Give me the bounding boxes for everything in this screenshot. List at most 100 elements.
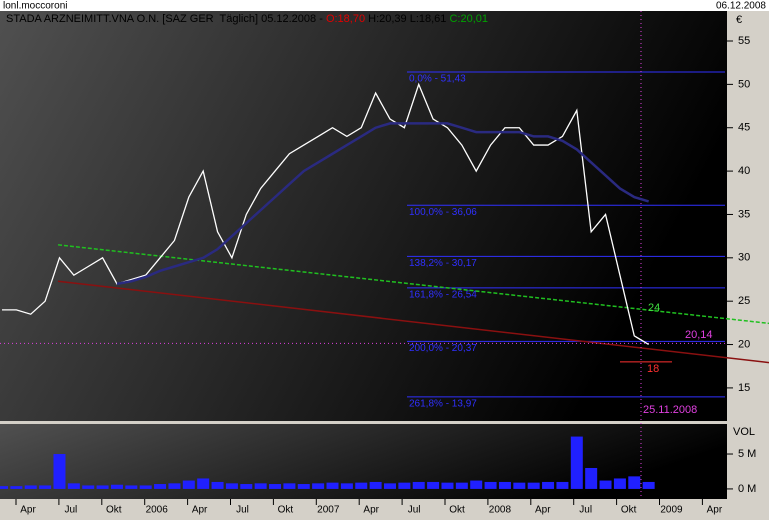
volume-bar xyxy=(53,454,66,489)
x-tick-label: Okt xyxy=(106,505,122,516)
fib-label: 0,0% - 51,43 xyxy=(409,74,466,85)
fib-label: 138,2% - 30,17 xyxy=(409,258,477,269)
y-tick-label: 45 xyxy=(738,122,750,134)
fib-label: 261,8% - 13,97 xyxy=(409,398,477,409)
volume-bar xyxy=(24,485,37,489)
volume-bar xyxy=(10,486,23,489)
volume-bar xyxy=(513,482,526,489)
fib-label: 100,0% - 36,06 xyxy=(409,207,477,218)
annotation: 20,14 xyxy=(685,329,713,341)
y-unit: € xyxy=(736,14,742,26)
y-tick-label: 50 xyxy=(738,78,750,90)
y-tick-label: 30 xyxy=(738,252,750,264)
volume-bar xyxy=(96,485,109,489)
y-unit: VOL xyxy=(733,426,755,438)
volume-bar xyxy=(326,482,339,489)
volume-bar xyxy=(297,484,310,489)
volume-bar xyxy=(613,478,626,489)
volume-bar xyxy=(154,484,167,489)
volume-bar xyxy=(211,481,224,489)
volume-bar xyxy=(642,481,655,489)
volume-bar xyxy=(39,485,52,489)
moving-average xyxy=(116,122,650,286)
price-panel xyxy=(0,11,727,421)
volume-bar xyxy=(556,481,569,489)
volume-bar xyxy=(225,483,238,489)
annotation: 24 xyxy=(648,302,660,314)
volume-bar xyxy=(542,481,555,489)
volume-bar xyxy=(427,481,440,489)
volume-bar xyxy=(283,483,296,489)
x-tick-label: Jul xyxy=(408,505,421,516)
y-tick-label: 15 xyxy=(738,382,750,394)
volume-bar xyxy=(82,485,95,489)
volume-bar xyxy=(470,480,483,489)
x-tick-label: Okt xyxy=(621,505,637,516)
x-tick-label: Apr xyxy=(535,505,551,516)
x-tick-label: Apr xyxy=(20,505,36,516)
volume-bar xyxy=(254,483,267,489)
volume-bar xyxy=(269,484,282,489)
y-tick-label: 5 M xyxy=(738,448,756,460)
volume-bar xyxy=(182,480,195,489)
trend-line xyxy=(57,244,769,325)
volume-bar xyxy=(498,481,511,489)
volume-bar xyxy=(383,483,396,489)
volume-bar xyxy=(355,482,368,489)
volume-bar xyxy=(585,467,598,489)
volume-bar xyxy=(110,484,123,489)
volume-bar xyxy=(340,483,353,489)
volume-bar xyxy=(312,483,325,489)
user: lonl.moccoroni xyxy=(3,1,67,12)
annotation: 25.11.2008 xyxy=(643,404,697,416)
volume-bar xyxy=(139,485,152,489)
y-tick-label: 25 xyxy=(738,295,750,307)
volume-bar xyxy=(599,480,612,489)
y-tick-label: 35 xyxy=(738,208,750,220)
volume-bar xyxy=(369,481,382,489)
x-tick-label: 2006 xyxy=(146,505,169,516)
top-bar xyxy=(0,0,769,11)
x-tick-label: Jul xyxy=(65,505,78,516)
volume-bar xyxy=(628,476,641,489)
x-tick-label: Jul xyxy=(579,505,592,516)
volume-bar xyxy=(441,482,454,489)
y-tick-label: 20 xyxy=(738,338,750,350)
volume-bar xyxy=(455,482,468,489)
y-tick-label: 55 xyxy=(738,35,750,47)
date: 06.12.2008 xyxy=(716,1,766,12)
fib-label: 200,0% - 20,37 xyxy=(409,343,477,354)
title-part: H:20,39 L:18,61 xyxy=(365,13,449,25)
chart-title: STADA ARZNEIMITT.VNA O.N. [SAZ GER Tägli… xyxy=(6,13,488,25)
x-tick-label: Apr xyxy=(192,505,208,516)
volume-bar xyxy=(570,436,583,489)
trend-line xyxy=(57,280,769,364)
volume-bar xyxy=(197,478,210,489)
volume-bar xyxy=(484,481,497,489)
volume-bar xyxy=(527,482,540,489)
title-part: C:20,01 xyxy=(449,13,488,25)
x-tick-label: 2009 xyxy=(660,505,683,516)
volume-bar xyxy=(125,485,138,489)
y-tick-label: 40 xyxy=(738,165,750,177)
x-tick-label: Apr xyxy=(363,505,379,516)
volume-bar xyxy=(67,483,80,489)
price-line xyxy=(2,82,649,346)
x-tick-label: Okt xyxy=(278,505,294,516)
x-tick-label: 2008 xyxy=(489,505,512,516)
volume-bar xyxy=(412,481,425,489)
x-tick-label: Jul xyxy=(236,505,249,516)
volume-bar xyxy=(398,482,411,489)
volume-bar xyxy=(0,486,8,489)
title-part: O:18,70 xyxy=(326,13,365,25)
x-tick-label: Apr xyxy=(707,505,723,516)
title-part: STADA ARZNEIMITT.VNA O.N. [SAZ GER Tägli… xyxy=(6,13,326,25)
fib-label: 161,8% - 26,54 xyxy=(409,289,477,300)
x-tick-label: Okt xyxy=(449,505,465,516)
volume-bar xyxy=(168,483,181,489)
x-tick-label: 2007 xyxy=(317,505,340,516)
volume-bar xyxy=(240,484,253,489)
y-tick-label: 0 M xyxy=(738,483,756,495)
